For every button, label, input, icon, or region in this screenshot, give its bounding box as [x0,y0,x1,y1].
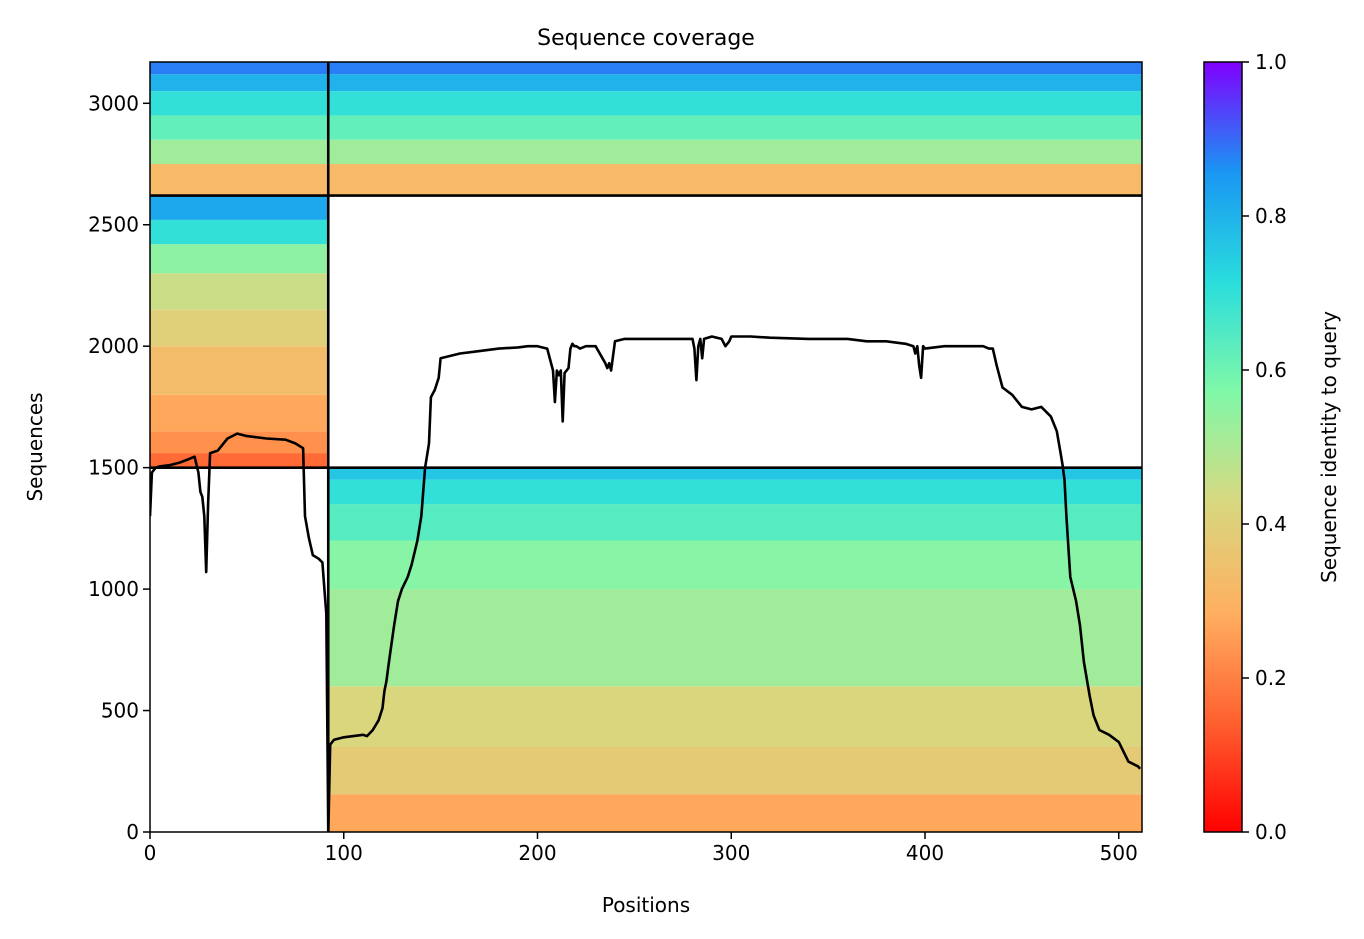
identity-band [328,467,1142,480]
x-tick-label: 100 [325,841,363,865]
coverage-line [150,335,1142,832]
identity-band [328,540,1142,590]
x-tick-label: 400 [906,841,944,865]
y-tick-label: 2500 [88,213,139,237]
identity-band [150,453,329,468]
y-axis: 0 500 1000 1500 2000 2500 3000 [88,91,150,844]
identity-band [328,794,1142,832]
identity-band [150,91,1142,116]
identity-band [150,346,329,395]
colorbar-tick-label: 0.0 [1255,820,1287,844]
identity-band [150,164,1142,196]
identity-band [328,504,1142,541]
colorbar-tick-label: 0.6 [1255,358,1287,382]
identity-band [150,431,329,454]
x-axis: 0 100 200 300 400 500 [144,832,1138,865]
msa-block-2 [150,195,329,468]
colorbar-tick-label: 0.2 [1255,666,1287,690]
colorbar-tick-label: 1.0 [1255,50,1287,74]
msa-block-1 [328,467,1142,832]
x-tick-label: 0 [144,841,157,865]
identity-band [328,746,1142,795]
identity-band [328,686,1142,747]
identity-band [150,273,329,310]
y-tick-label: 0 [126,820,139,844]
x-axis-label: Positions [602,893,690,917]
identity-band [328,589,1142,687]
identity-band [150,394,329,432]
identity-band [328,479,1142,505]
y-tick-label: 3000 [88,91,139,115]
colorbar: 0.0 0.2 0.4 0.6 0.8 1.0 Sequence identity to … [1203,50,1341,844]
identity-band [150,115,1142,140]
identity-band [150,74,1142,92]
y-tick-label: 1500 [88,456,139,480]
chart-title: Sequence coverage [537,26,755,51]
colorbar-tick-label: 0.8 [1255,204,1287,228]
x-tick-label: 500 [1100,841,1138,865]
y-axis-label: Sequences [23,392,47,501]
msa-heatmap [150,62,1142,832]
colorbar-label: Sequence identity to query [1317,311,1341,583]
msa-block-3 [150,62,1142,196]
x-tick-label: 200 [518,841,556,865]
identity-band [150,309,329,347]
plot-area [150,62,1142,832]
colorbar-tick-label: 0.4 [1255,512,1287,536]
y-tick-label: 2000 [88,334,139,358]
identity-band [150,62,1142,75]
y-tick-label: 500 [101,699,139,723]
colorbar-gradient [1203,61,1243,833]
identity-band [150,244,329,274]
x-tick-label: 300 [712,841,750,865]
identity-band [150,139,1142,165]
plot-frame [149,61,1143,833]
identity-band [150,195,329,220]
colorbar-ticks: 0.0 0.2 0.4 0.6 0.8 1.0 [1242,50,1287,844]
identity-band [150,219,329,245]
y-tick-label: 1000 [88,577,139,601]
